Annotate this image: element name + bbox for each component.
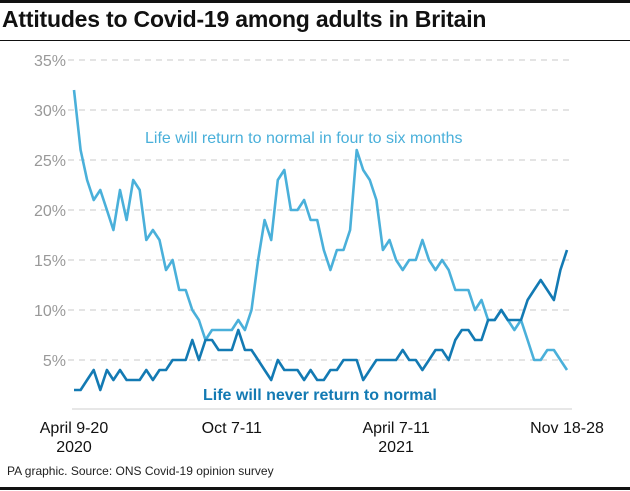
x-tick-label: Oct 7-11	[202, 420, 262, 437]
title-rule	[0, 40, 630, 41]
series-line-never-return	[74, 249, 569, 392]
series-label-return-to-normal: Life will return to normal in four to si…	[145, 130, 462, 147]
y-tick-label: 25%	[34, 153, 66, 170]
y-tick-label: 35%	[34, 53, 66, 70]
x-tick-label: April 7-11	[362, 420, 429, 437]
bottom-rule	[0, 487, 630, 490]
y-tick-label: 30%	[34, 103, 66, 120]
x-tick-label-year: 2020	[56, 439, 92, 456]
series-line-return-to-normal	[72, 89, 569, 371]
x-tick-label-year: 2021	[378, 439, 414, 456]
series-label-never-return: Life will never return to normal	[203, 387, 437, 404]
y-tick-label: 15%	[34, 253, 66, 270]
y-tick-label: 10%	[34, 303, 66, 320]
y-tick-label: 20%	[34, 203, 66, 220]
chart-title: Attitudes to Covid-19 among adults in Br…	[2, 6, 487, 32]
source-note: PA graphic. Source: ONS Covid-19 opinion…	[7, 464, 274, 478]
top-rule	[0, 0, 630, 3]
x-tick-label: Nov 18-28	[530, 420, 604, 437]
y-tick-label: 5%	[43, 353, 66, 370]
x-tick-label: April 9-20	[40, 420, 109, 437]
